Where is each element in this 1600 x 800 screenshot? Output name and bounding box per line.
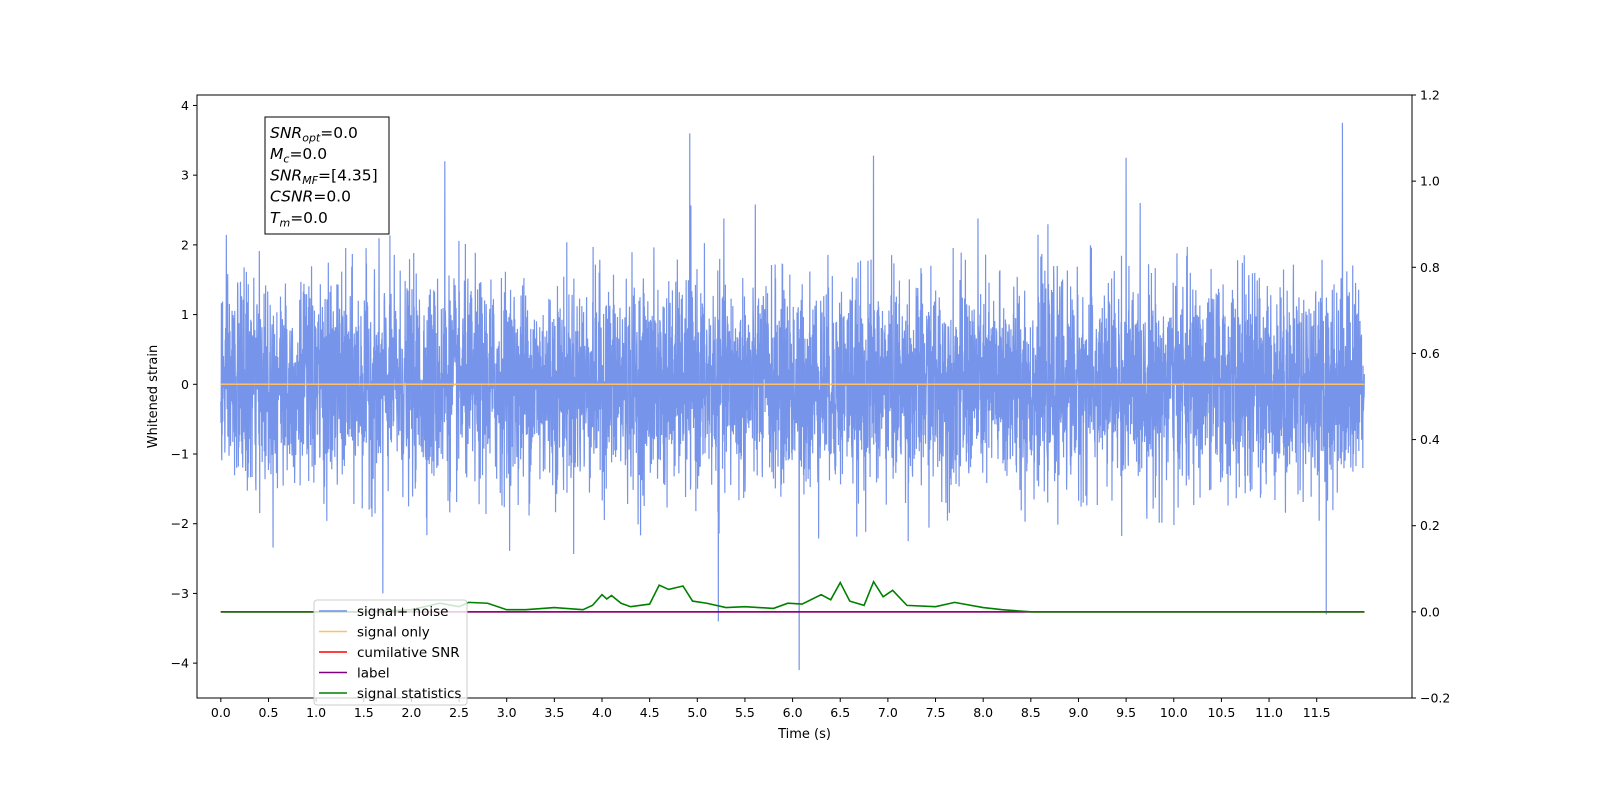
y-tick-label: −2 bbox=[171, 516, 189, 531]
x-tick-label: 8.0 bbox=[973, 705, 993, 720]
x-tick-label: 4.5 bbox=[640, 705, 660, 720]
y2-tick-label: 0.8 bbox=[1420, 260, 1440, 275]
legend-frame bbox=[313, 599, 468, 706]
series-signal-noise-line bbox=[220, 122, 1365, 671]
x-tick-label: 3.5 bbox=[544, 705, 564, 720]
x-tick-label: 3.0 bbox=[497, 705, 517, 720]
y-axis-left: −4 −3 −2 −1 0 1 2 3 4 bbox=[171, 98, 197, 671]
y2-tick-label: −0.2 bbox=[1420, 691, 1450, 706]
x-tick-label: 4.0 bbox=[592, 705, 612, 720]
x-axis-label: Time (s) bbox=[777, 727, 831, 742]
x-tick-label: 7.0 bbox=[878, 705, 898, 720]
legend-entry-label: label bbox=[357, 666, 390, 682]
y-tick-label: 0 bbox=[181, 377, 189, 392]
y2-tick-label: 0.6 bbox=[1420, 346, 1440, 361]
info-line: Mc=0.0 bbox=[270, 145, 327, 166]
x-tick-label: 0.0 bbox=[211, 705, 231, 720]
x-tick-label: 6.5 bbox=[830, 705, 850, 720]
series-signal-statistics-line bbox=[220, 579, 1365, 613]
x-tick-label: 1.5 bbox=[354, 705, 374, 720]
x-tick-label: 6.0 bbox=[783, 705, 803, 720]
x-tick-label: 9.5 bbox=[1116, 705, 1136, 720]
legend-entry-label: signal only bbox=[357, 625, 430, 641]
y-axis-label: Whitened strain bbox=[146, 345, 161, 448]
y-axis-right: −0.2 0.0 0.2 0.4 0.6 0.8 1.0 1.2 bbox=[1412, 88, 1450, 706]
y-tick-label: 4 bbox=[181, 98, 189, 113]
y-tick-label: −4 bbox=[171, 656, 189, 671]
legend-entry-label: signal+ noise bbox=[357, 604, 448, 620]
x-tick-label: 11.0 bbox=[1255, 705, 1283, 720]
x-tick-label: 10.5 bbox=[1207, 705, 1235, 720]
x-tick-label: 8.5 bbox=[1021, 705, 1041, 720]
x-tick-label: 5.0 bbox=[687, 705, 707, 720]
info-line: CSNR=0.0 bbox=[270, 188, 351, 206]
y-tick-label: 1 bbox=[181, 307, 189, 322]
x-tick-label: 9.0 bbox=[1069, 705, 1089, 720]
x-tick-label: 0.5 bbox=[259, 705, 279, 720]
x-tick-label: 1.0 bbox=[306, 705, 326, 720]
legend-entry-label: cumilative SNR bbox=[357, 645, 460, 661]
y2-tick-label: 0.0 bbox=[1420, 604, 1440, 619]
y2-tick-label: 0.2 bbox=[1420, 518, 1440, 533]
x-tick-label: 10.0 bbox=[1160, 705, 1188, 720]
x-tick-label: 7.5 bbox=[926, 705, 946, 720]
x-tick-label: 11.5 bbox=[1303, 705, 1331, 720]
y2-tick-label: 0.4 bbox=[1420, 432, 1440, 447]
info-line: SNRopt=0.0 bbox=[270, 124, 358, 145]
x-tick-label: 2.0 bbox=[401, 705, 421, 720]
info-line: SNRMF=[4.35] bbox=[270, 166, 378, 187]
x-tick-label: 5.5 bbox=[735, 705, 755, 720]
y-tick-label: −1 bbox=[171, 447, 189, 462]
y-tick-label: −3 bbox=[171, 586, 189, 601]
info-box-frame bbox=[264, 116, 390, 235]
y2-tick-label: 1.2 bbox=[1420, 88, 1440, 103]
y2-tick-label: 1.0 bbox=[1420, 174, 1440, 189]
axes-frame bbox=[196, 94, 1413, 699]
legend: signal+ noise signal only cumilative SNR la… bbox=[313, 599, 468, 706]
y-tick-label: 3 bbox=[181, 168, 189, 183]
x-axis: 0.0 0.5 1.0 1.5 2.0 2.5 3.0 3.5 4.0 4.5 5.0 5.5 6.0 6… bbox=[211, 698, 1331, 720]
info-line: Tm=0.0 bbox=[270, 209, 328, 230]
plot-area bbox=[220, 122, 1365, 671]
legend-entry-label: signal statistics bbox=[357, 686, 461, 702]
x-tick-label: 2.5 bbox=[449, 705, 469, 720]
y-tick-label: 2 bbox=[181, 237, 189, 252]
